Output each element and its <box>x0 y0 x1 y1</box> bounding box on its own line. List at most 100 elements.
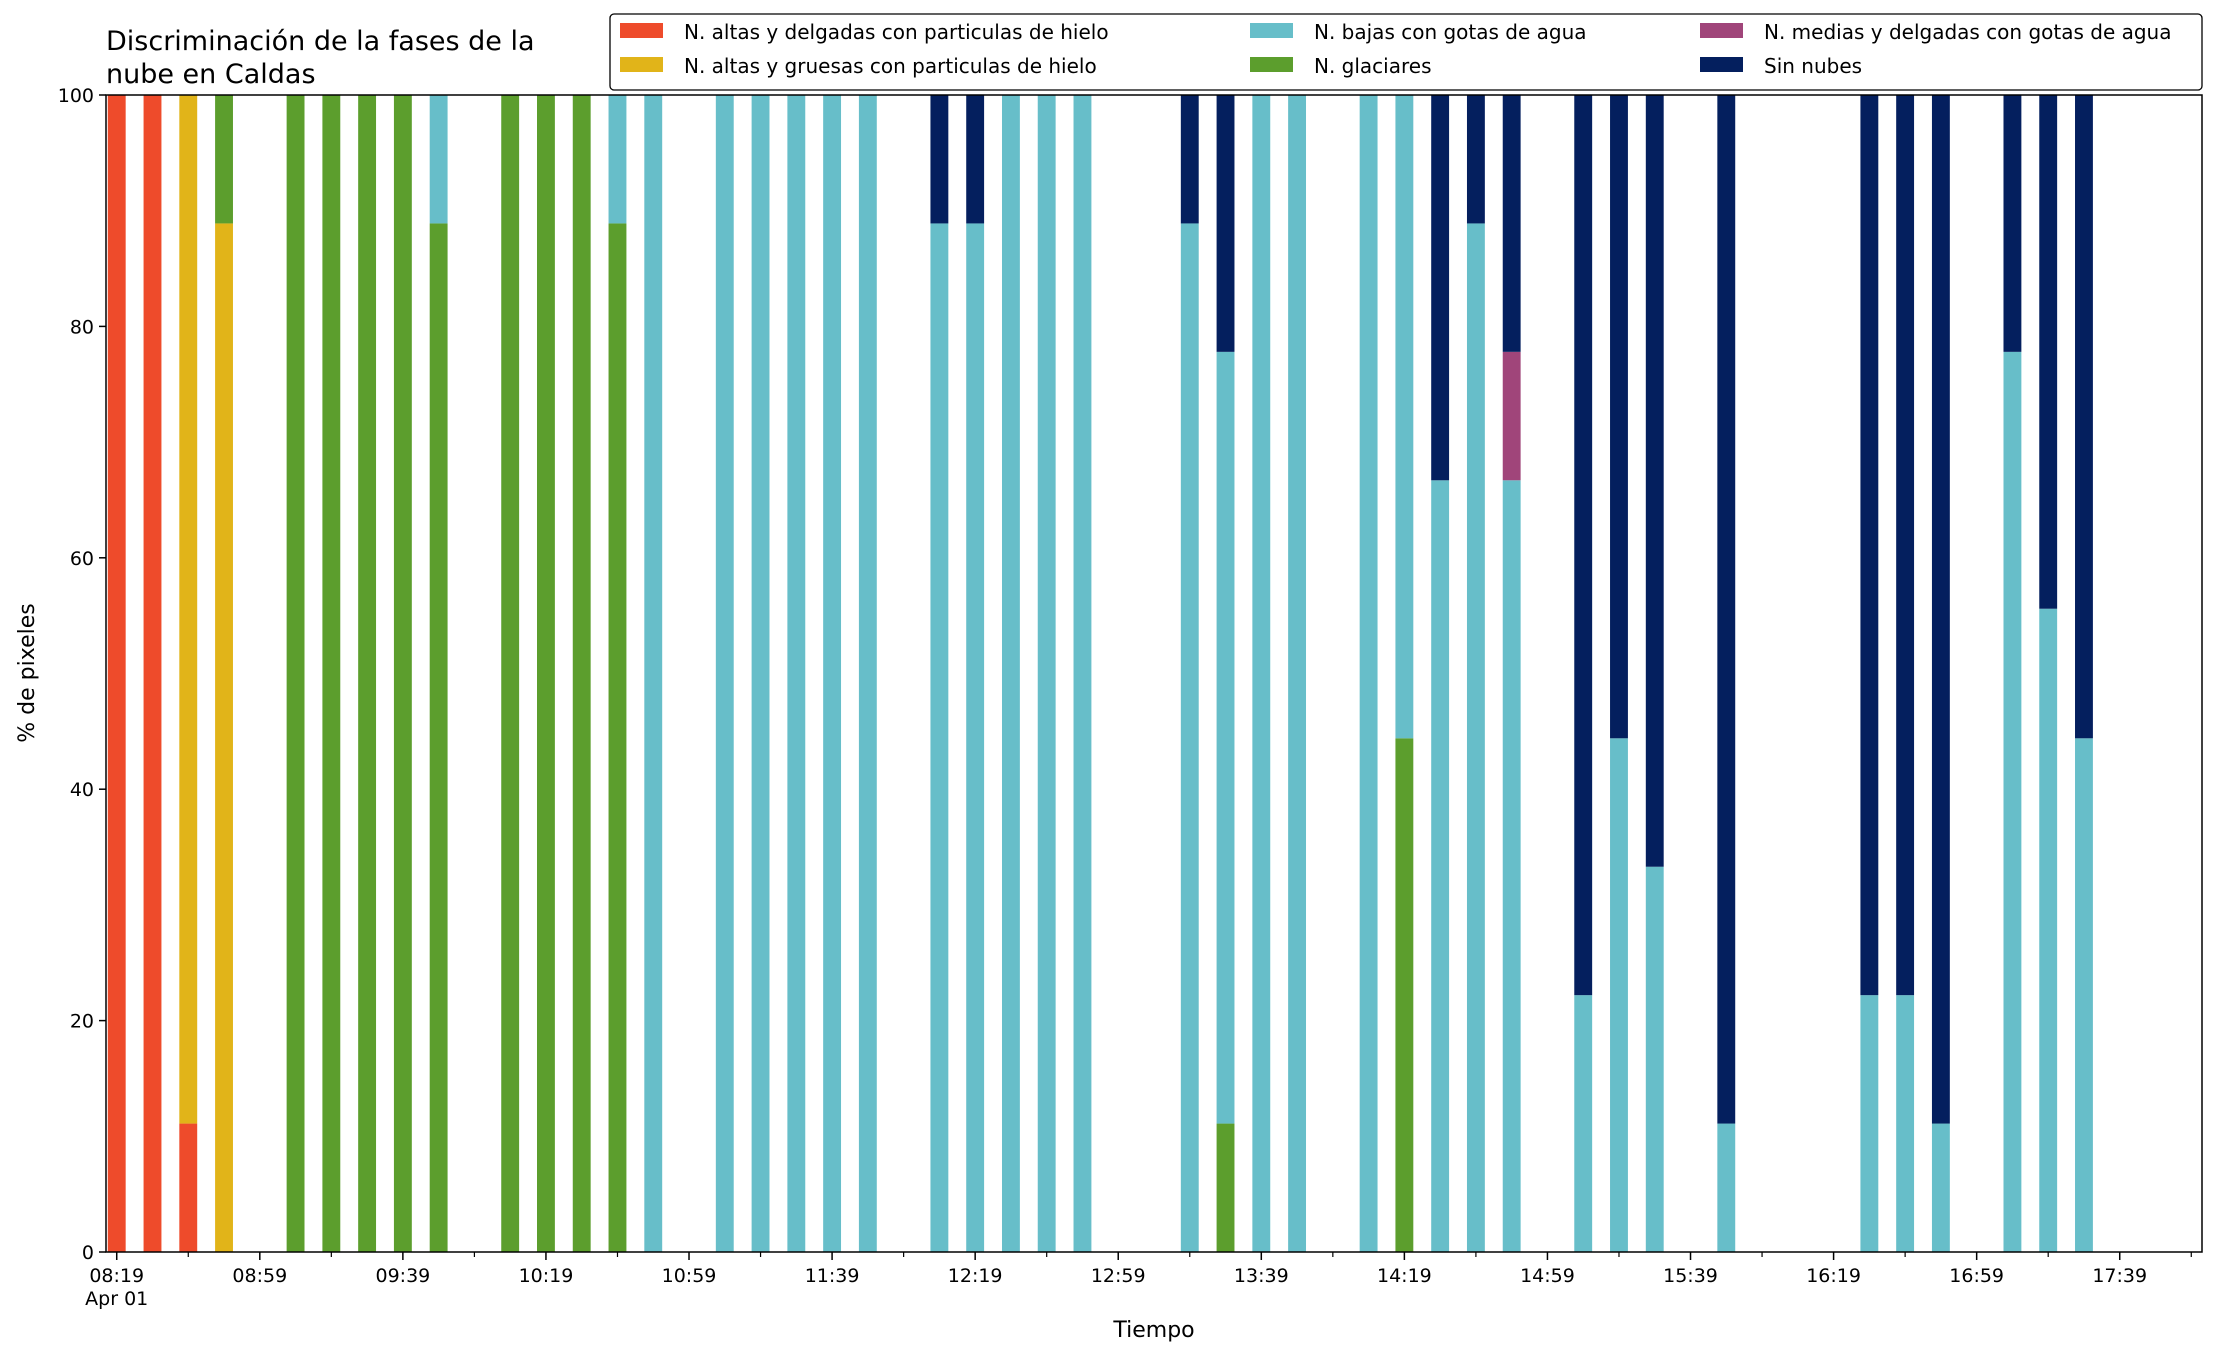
bar-stack <box>2003 95 2022 1253</box>
bar-stack <box>1037 95 1056 1252</box>
bar-segment <box>1860 995 1879 1252</box>
bar-segment <box>1502 95 1521 352</box>
bar-stack <box>286 95 305 1252</box>
legend-item: N. altas y gruesas con particulas de hie… <box>620 54 1097 78</box>
bar-segment <box>644 95 663 1252</box>
bar-segment <box>1216 351 1235 1124</box>
y-tick-label: 80 <box>70 316 94 338</box>
bar-segment <box>966 223 985 1253</box>
bar-segment <box>930 95 949 224</box>
legend-item: N. altas y delgadas con particulas de hi… <box>620 20 1109 44</box>
bar-stack <box>1395 95 1414 1252</box>
legend-swatch <box>1250 23 1293 38</box>
bar-stack <box>107 95 126 1252</box>
chart-title-line-2: nube en Caldas <box>106 59 316 90</box>
x-tick-label: 16:19 <box>1806 1265 1861 1287</box>
bar-stack <box>143 95 162 1252</box>
bar-segment <box>107 95 126 1252</box>
x-tick-label: 15:39 <box>1663 1265 1718 1287</box>
bar-stack <box>2075 95 2093 1252</box>
bar-segment <box>1860 95 1879 996</box>
bar-stack <box>179 95 198 1252</box>
bar-stack <box>358 95 377 1252</box>
bar-segment <box>858 95 877 1252</box>
bar-segment <box>393 95 412 1252</box>
bar-stack <box>1359 95 1378 1252</box>
bar-segment <box>608 223 627 1253</box>
bar-segment <box>787 95 806 1252</box>
bar-stack <box>1216 95 1235 1252</box>
x-tick-label: 11:39 <box>805 1265 860 1287</box>
x-tick-label: 08:59 <box>232 1265 287 1287</box>
bar-stack <box>1180 95 1199 1253</box>
bar-stack <box>1931 95 1950 1252</box>
bar-segment <box>1645 95 1664 867</box>
bar-stack <box>787 95 806 1252</box>
bar-segment <box>1610 95 1628 739</box>
bar-stack <box>930 95 949 1253</box>
bar-stack <box>1717 95 1736 1252</box>
bar-stack <box>823 95 842 1252</box>
legend-swatch <box>620 23 663 38</box>
bar-segment <box>215 95 233 224</box>
legend-item: N. glaciares <box>1250 54 1432 78</box>
bar-segment <box>1574 95 1593 996</box>
y-tick-label: 40 <box>70 779 94 801</box>
bar-segment <box>179 95 198 1124</box>
bar-segment <box>286 95 305 1252</box>
bar-stack <box>1073 95 1092 1252</box>
bar-segment <box>1896 995 1915 1252</box>
bar-stack <box>572 95 591 1252</box>
x-tick-label: 14:19 <box>1377 1265 1432 1287</box>
x-tick-label: 17:39 <box>2092 1265 2147 1287</box>
legend-label: Sin nubes <box>1764 54 1862 78</box>
bar-stack <box>1466 95 1485 1253</box>
bar-stack <box>2039 95 2058 1252</box>
legend-label: N. altas y gruesas con particulas de hie… <box>684 54 1097 78</box>
bar-segment <box>1395 738 1414 1252</box>
bar-segment <box>1001 95 1020 1252</box>
bar-stack <box>644 95 663 1252</box>
bar-segment <box>429 95 448 224</box>
bar-segment <box>501 95 520 1252</box>
bar-segment <box>2003 351 2022 1253</box>
bar-segment <box>608 95 627 224</box>
bar-stack <box>608 95 627 1253</box>
bar-segment <box>358 95 377 1252</box>
bar-segment <box>215 223 233 1253</box>
legend-label: N. altas y delgadas con particulas de hi… <box>684 20 1109 44</box>
plot-frame <box>105 94 2203 1253</box>
bar-segment <box>322 95 341 1252</box>
x-tick-label: 12:59 <box>1091 1265 1146 1287</box>
bar-stack <box>1896 95 1915 1252</box>
bar-stack <box>215 95 233 1253</box>
y-axis-label: % de pixeles <box>15 603 40 742</box>
bar-stack <box>1252 95 1271 1252</box>
bar-segment <box>1431 95 1450 481</box>
y-tick-label: 0 <box>82 1242 94 1264</box>
bar-segment <box>966 95 985 224</box>
bar-segment <box>1037 95 1056 1252</box>
bar-stack <box>322 95 341 1252</box>
bar-segment <box>1180 223 1199 1253</box>
bar-stack <box>429 95 448 1253</box>
x-tick-label: 10:19 <box>519 1265 574 1287</box>
x-tick-label: 14:59 <box>1520 1265 1575 1287</box>
bar-stack <box>715 95 734 1252</box>
bar-stack <box>966 95 985 1253</box>
legend-box <box>609 13 2203 91</box>
bar-segment <box>537 95 555 1252</box>
bar-segment <box>1431 480 1450 1252</box>
bar-segment <box>2039 95 2058 609</box>
bar-segment <box>572 95 591 1252</box>
legend-item: Sin nubes <box>1700 54 1862 78</box>
x-tick-label: 10:59 <box>662 1265 717 1287</box>
y-axis: 0 20 40 60 80 100 <box>58 85 106 1264</box>
bar-segment <box>1395 95 1414 739</box>
x-axis-label: Tiempo <box>1112 1318 1194 1343</box>
chart-title: Discriminación de la fases de la nube en… <box>106 26 543 90</box>
legend-swatch <box>1250 57 1293 72</box>
bar-stack <box>393 95 412 1252</box>
